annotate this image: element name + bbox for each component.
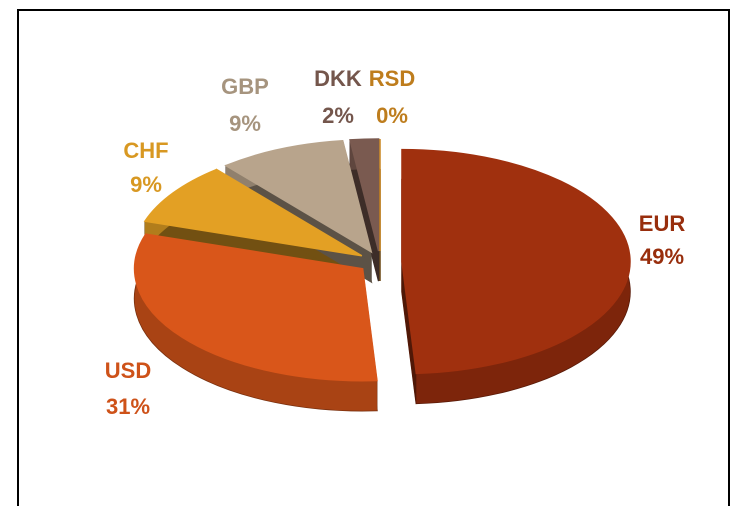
slice-category-label: GBP xyxy=(221,74,269,99)
slice-category-label: USD xyxy=(105,358,151,383)
slice xyxy=(133,233,378,382)
slice-value-label: 9% xyxy=(130,172,162,197)
slice-value-label: 31% xyxy=(106,394,150,419)
slice xyxy=(349,138,380,252)
slice-category-label: DKK xyxy=(314,66,362,91)
slice-value-label: 2% xyxy=(322,103,354,128)
slice-category-label: EUR xyxy=(639,211,686,236)
slice xyxy=(224,140,373,254)
slice xyxy=(143,168,363,257)
slice-value-label: 0% xyxy=(376,103,408,128)
slice-tops xyxy=(133,138,631,382)
slice-wall xyxy=(134,234,377,411)
slice-category-label: RSD xyxy=(369,66,415,91)
slice xyxy=(401,148,631,375)
slice-value-label: 49% xyxy=(640,244,684,269)
slice-value-label: 9% xyxy=(229,111,261,136)
slice-category-label: CHF xyxy=(123,138,168,163)
